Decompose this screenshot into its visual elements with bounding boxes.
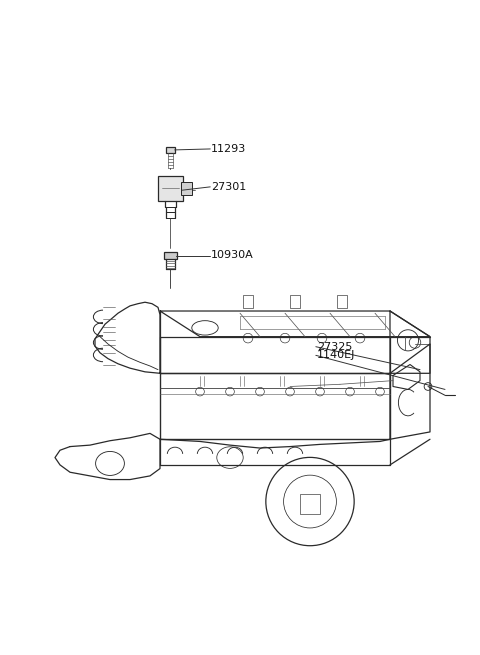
- Text: 27325: 27325: [317, 342, 352, 352]
- Text: 1140EJ: 1140EJ: [317, 350, 355, 360]
- FancyBboxPatch shape: [158, 176, 183, 201]
- FancyBboxPatch shape: [164, 252, 177, 259]
- Text: 27301: 27301: [211, 182, 246, 192]
- FancyBboxPatch shape: [181, 182, 192, 195]
- FancyBboxPatch shape: [166, 147, 175, 153]
- Text: 11293: 11293: [211, 144, 246, 154]
- Text: 10930A: 10930A: [211, 250, 254, 261]
